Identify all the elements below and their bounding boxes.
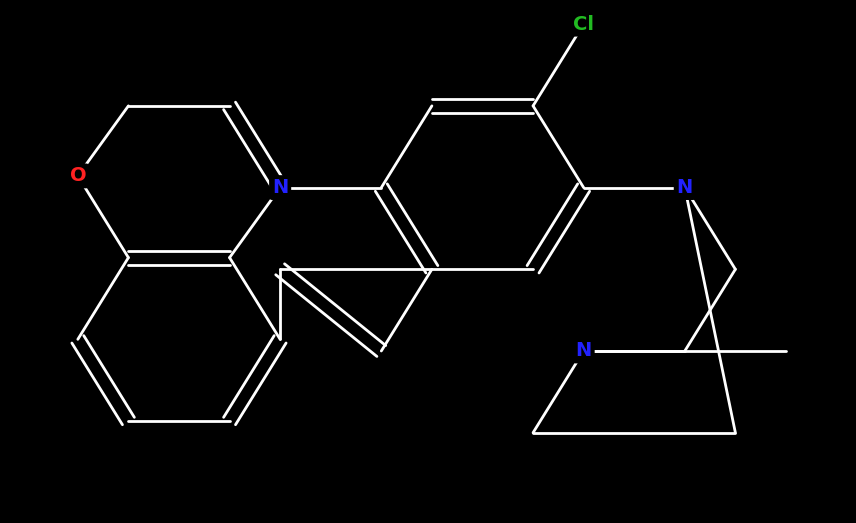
Text: N: N (272, 178, 288, 197)
Text: O: O (69, 166, 86, 185)
Text: Cl: Cl (574, 15, 594, 33)
Text: N: N (575, 342, 591, 360)
Text: N: N (677, 178, 693, 197)
